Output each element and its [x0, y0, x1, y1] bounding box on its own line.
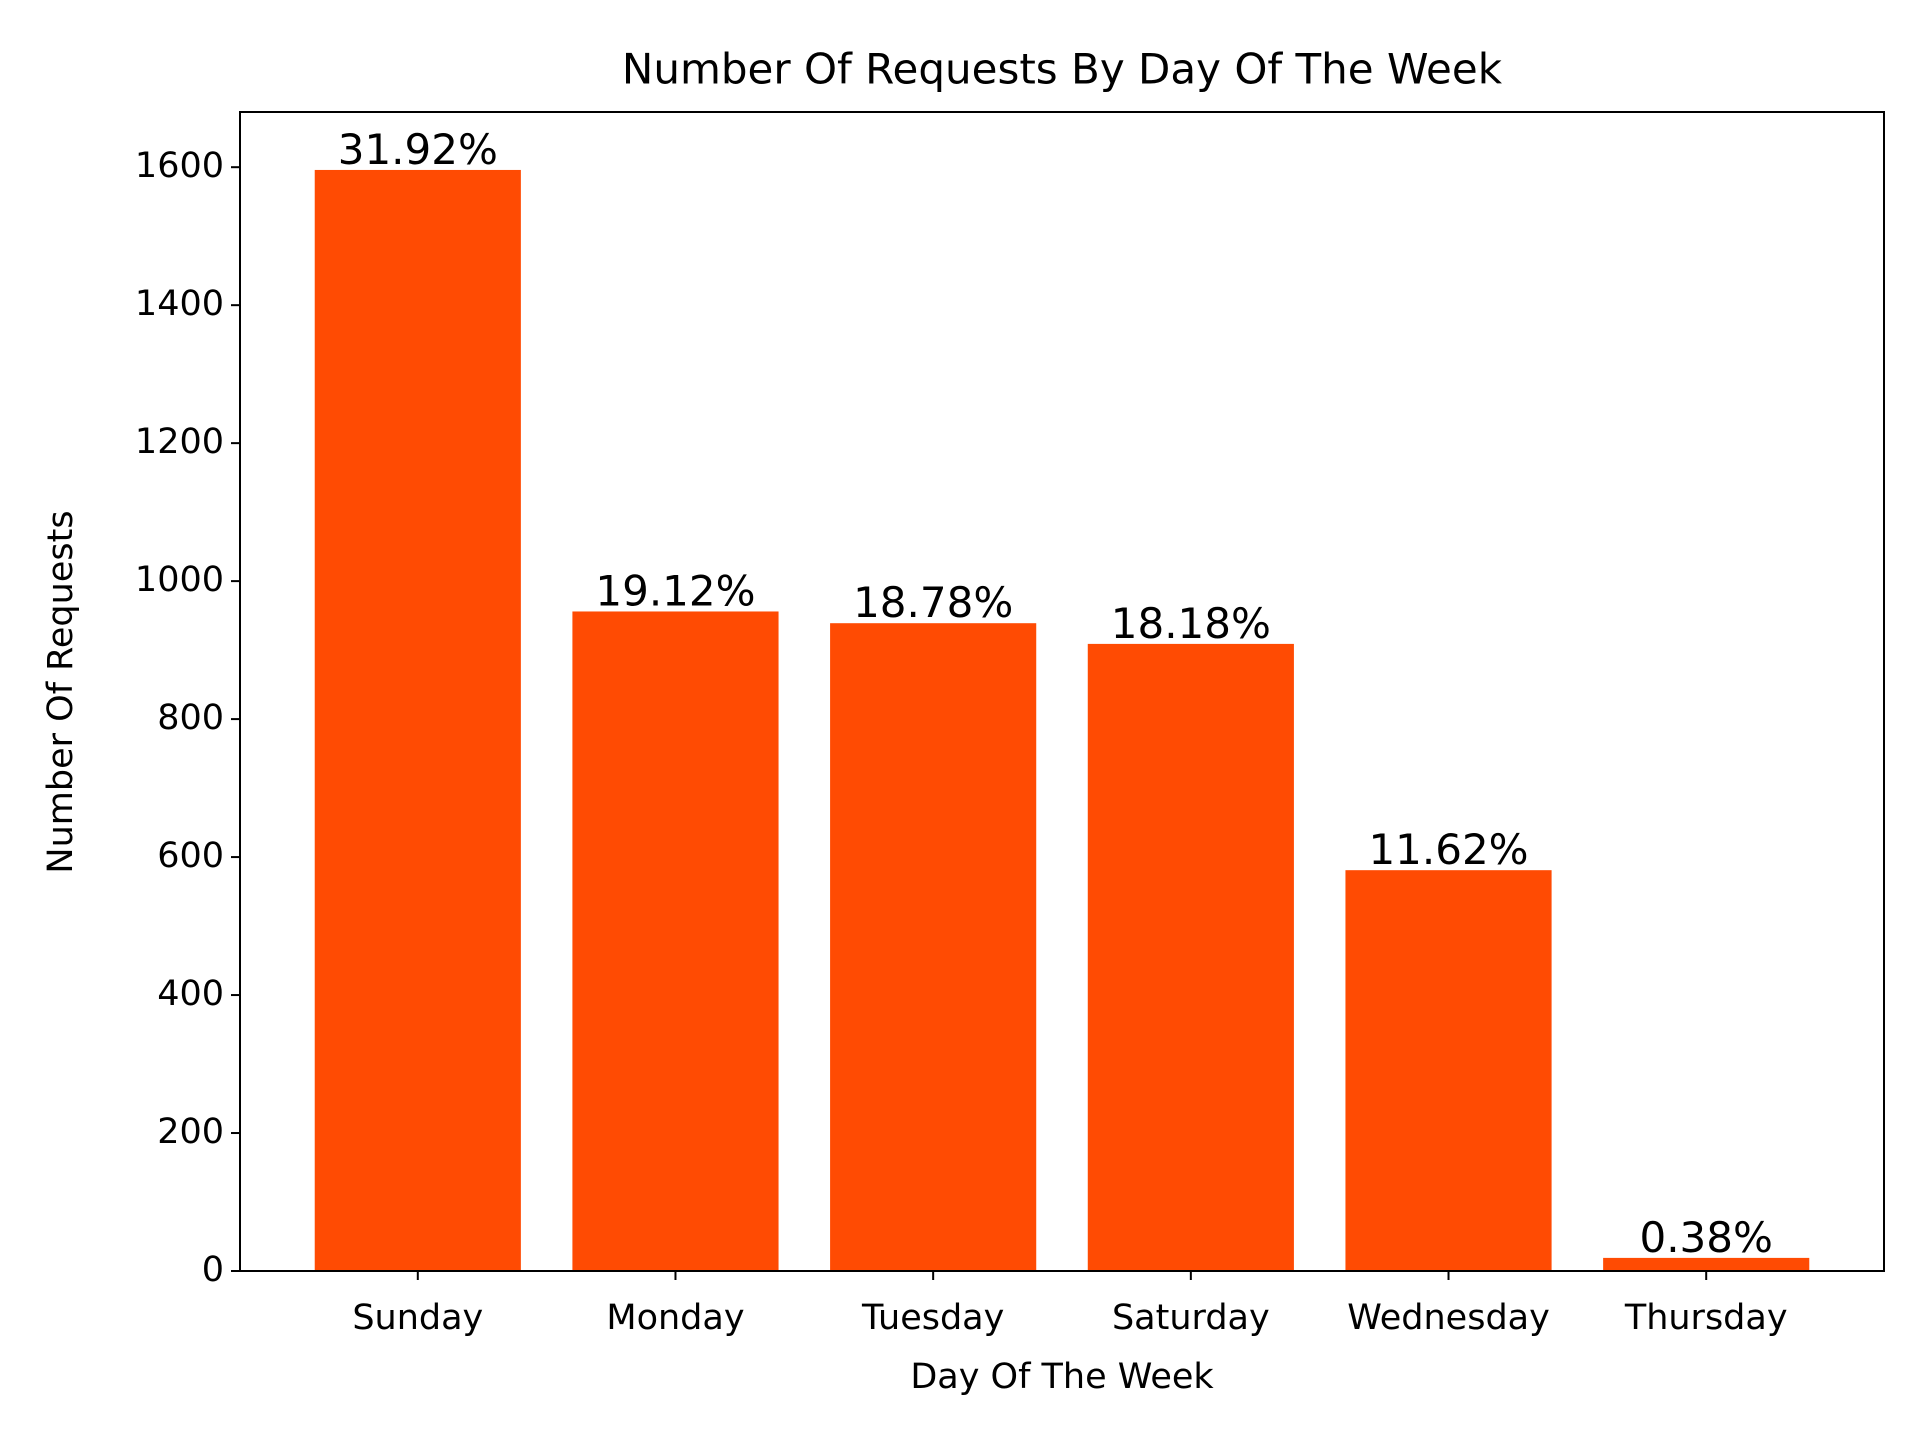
bar [1345, 870, 1552, 1271]
x-tick-label: Tuesday [861, 1298, 1004, 1338]
bar [314, 169, 521, 1272]
y-tick-label: 200 [157, 1112, 224, 1152]
bar [830, 623, 1037, 1271]
y-tick-label: 600 [157, 836, 224, 876]
y-axis-label: Number Of Requests [41, 510, 81, 873]
bar-annotation: 18.18% [1111, 599, 1271, 648]
y-tick-label: 1200 [135, 422, 224, 462]
bar-annotation: 11.62% [1368, 825, 1528, 874]
chart-title: Number Of Requests By Day Of The Week [622, 45, 1503, 94]
bar [1087, 643, 1294, 1271]
y-tick-label: 800 [157, 698, 224, 738]
bar-annotation: 0.38% [1639, 1213, 1772, 1262]
plot-frame [239, 111, 1885, 1272]
x-tick-label: Monday [606, 1298, 744, 1338]
bar-annotation: 19.12% [595, 566, 755, 615]
bar-annotation: 18.78% [853, 578, 1013, 627]
bar [1603, 1257, 1810, 1271]
x-tick-label: Saturday [1112, 1298, 1270, 1338]
x-tick-label: Wednesday [1347, 1298, 1550, 1338]
y-tick-label: 0 [202, 1250, 224, 1290]
y-tick-label: 400 [157, 974, 224, 1014]
x-axis-label: Day Of The Week [910, 1357, 1214, 1397]
y-tick-label: 1600 [135, 146, 224, 186]
x-tick-label: Thursday [1624, 1298, 1788, 1338]
x-tick-label: Sunday [352, 1298, 483, 1338]
y-tick-label: 1400 [135, 284, 224, 324]
y-tick-label: 1000 [135, 560, 224, 600]
bar-annotation: 31.92% [338, 125, 498, 174]
bar [572, 611, 779, 1271]
